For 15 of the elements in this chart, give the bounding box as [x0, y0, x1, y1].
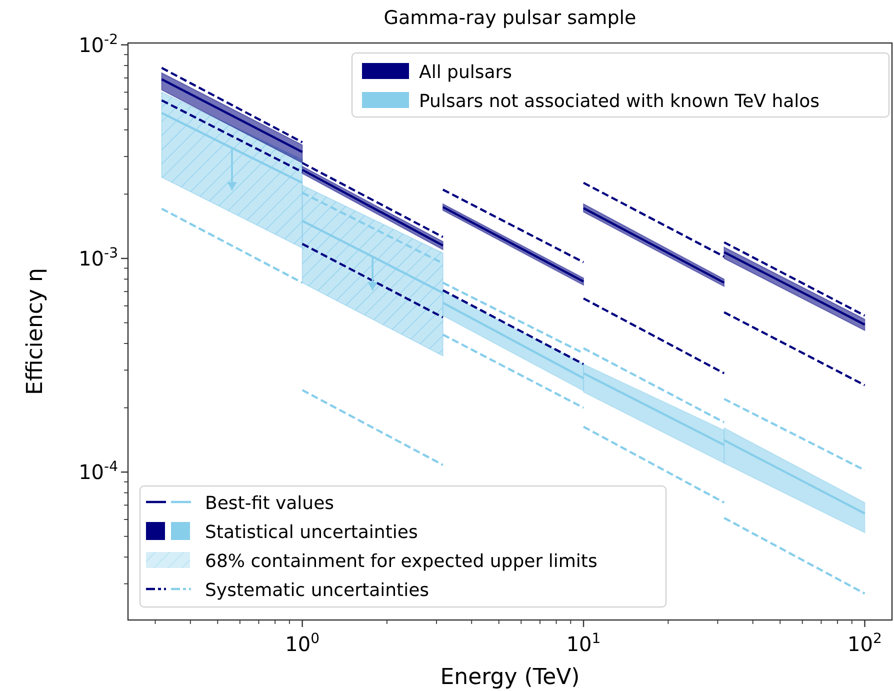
legend-label: All pulsars	[419, 62, 512, 83]
y-tick-label: 10$^{-4}$	[78, 459, 118, 484]
legend-label: Pulsars not associated with known TeV halos	[419, 91, 820, 112]
chart-title: Gamma-ray pulsar sample	[384, 7, 636, 29]
legend-label: 68% containment for expected upper limits	[205, 551, 598, 572]
annotation: Systematic uncertainties	[205, 580, 430, 601]
x-tick-label: 10$^{0}$	[285, 631, 320, 656]
x-tick-label: 10$^{2}$	[848, 631, 882, 656]
y-tick-label: 10$^{-2}$	[78, 32, 118, 57]
annotation: Best-fit values	[205, 493, 334, 514]
x-tick-label: 10$^{1}$	[566, 631, 601, 656]
annotation: Statistical uncertainties	[205, 522, 418, 543]
x-axis-title: Energy (TeV)	[440, 665, 580, 690]
y-axis-title: Efficiency η	[23, 268, 48, 395]
y-tick-label: 10$^{-3}$	[78, 245, 118, 270]
